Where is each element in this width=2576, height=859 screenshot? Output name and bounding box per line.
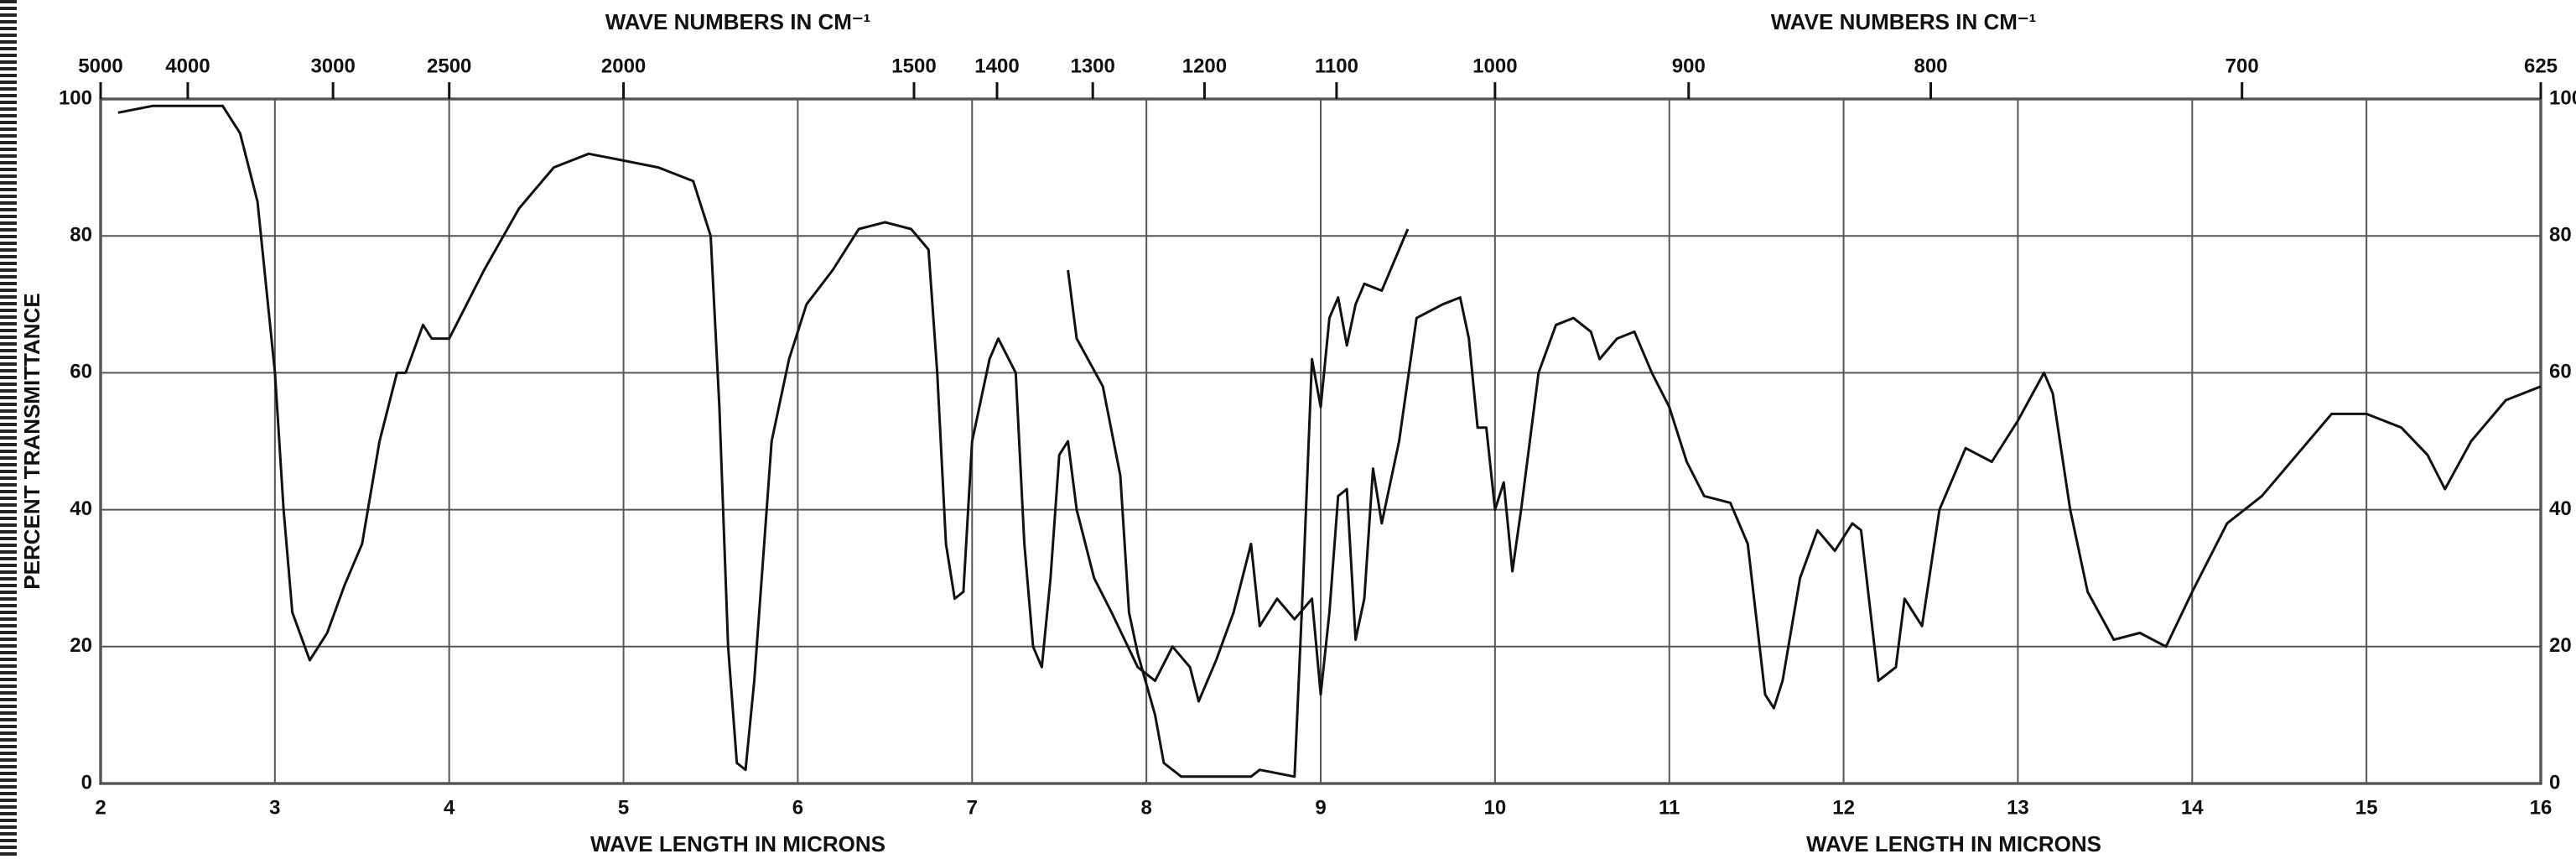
x-tick-label: 14 (2181, 796, 2204, 819)
y-axis-label: PERCENT TRANSMITTANCE (19, 293, 44, 589)
y-tick-label: 40 (70, 497, 92, 520)
top-tick-label: 2000 (601, 55, 646, 77)
top-tick-label: 5000 (78, 55, 122, 77)
top-axis-label: WAVE NUMBERS IN CM⁻¹ (1771, 9, 2037, 34)
top-tick-label: 3000 (310, 55, 355, 77)
top-tick-label: 1500 (891, 55, 936, 77)
edge-strip (0, 0, 17, 859)
top-tick-label: 1400 (974, 55, 1019, 77)
x-tick-label: 5 (618, 796, 629, 819)
top-tick-label: 1200 (1182, 55, 1227, 77)
x-tick-label: 4 (444, 796, 455, 819)
x-tick-label: 16 (2530, 796, 2553, 819)
top-tick-label: 700 (2225, 55, 2259, 77)
x-tick-label: 8 (1140, 796, 1151, 819)
x-tick-label: 10 (1484, 796, 1507, 819)
x-tick-label: 12 (1832, 796, 1855, 819)
y-tick-label: 0 (81, 771, 92, 794)
x-tick-label: 15 (2355, 796, 2378, 819)
y2-tick-label: 60 (2549, 361, 2572, 383)
x-tick-label: 11 (1659, 796, 1680, 819)
x-tick-label: 7 (967, 796, 978, 819)
y2-tick-label: 20 (2549, 634, 2572, 657)
x-tick-label: 13 (2007, 796, 2029, 819)
top-tick-label: 800 (1914, 55, 1947, 77)
top-tick-label: 2500 (427, 55, 471, 77)
y2-tick-label: 0 (2549, 771, 2560, 794)
x-tick-label: 3 (269, 796, 280, 819)
top-tick-label: 900 (1672, 55, 1706, 77)
top-axis-label: WAVE NUMBERS IN CM⁻¹ (605, 9, 871, 34)
y2-tick-label: 80 (2549, 224, 2572, 247)
top-tick-label: 1300 (1070, 55, 1114, 77)
y2-tick-label: 40 (2549, 497, 2572, 520)
top-tick-label: 625 (2524, 55, 2558, 77)
x-axis-label: WAVE LENGTH IN MICRONS (590, 831, 886, 856)
spectrum-line (1067, 228, 1410, 778)
x-tick-label: 9 (1315, 796, 1326, 819)
y-tick-label: 100 (59, 86, 92, 109)
y-tick-label: 60 (70, 361, 92, 383)
y-tick-label: 80 (70, 224, 92, 247)
x-axis-label: WAVE LENGTH IN MICRONS (1806, 831, 2101, 856)
x-tick-label: 2 (95, 796, 106, 819)
top-tick-label: 1000 (1472, 55, 1517, 77)
y2-tick-label: 100 (2549, 86, 2576, 109)
top-tick-label: 4000 (165, 55, 210, 77)
spectrum-line (117, 104, 2542, 772)
y-tick-label: 20 (70, 634, 92, 657)
top-tick-label: 1100 (1315, 55, 1358, 77)
x-tick-label: 6 (792, 796, 803, 819)
